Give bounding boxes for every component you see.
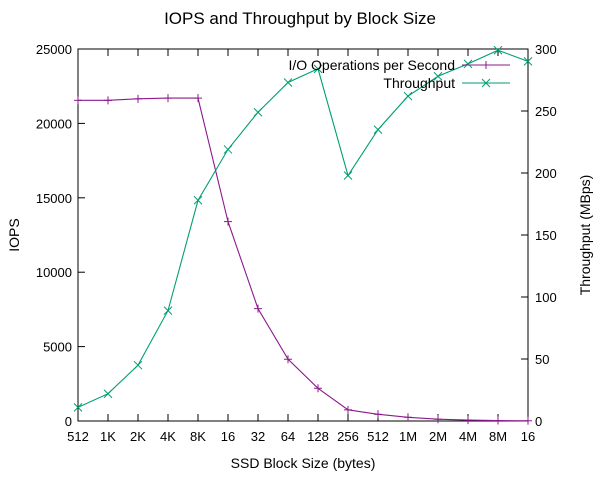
data-point-iops — [164, 94, 172, 103]
y2-axis-ticks: 0 50 100 150 200 250 300 — [521, 42, 557, 429]
data-point-throughput — [523, 57, 533, 66]
data-point-iops — [284, 355, 292, 364]
data-point-iops — [344, 405, 352, 414]
data-point-throughput — [433, 71, 443, 81]
data-point-throughput — [493, 45, 503, 55]
legend-marker — [481, 78, 491, 88]
y2-tick-label: 250 — [535, 104, 557, 119]
x-tick-label: 1M — [399, 429, 417, 444]
data-point-iops — [224, 217, 232, 226]
data-point-iops — [404, 413, 412, 422]
data-point-throughput — [313, 64, 323, 74]
data-point-iops — [104, 96, 112, 105]
y2-tick-label: 200 — [535, 166, 557, 181]
y-tick-label: 15000 — [36, 191, 72, 206]
data-point-iops — [374, 410, 382, 419]
data-point-throughput — [163, 306, 173, 315]
legend: I/O Operations per Second Throughput — [288, 57, 510, 91]
data-point-iops — [494, 416, 502, 425]
plot-frame — [77, 48, 529, 422]
x-tick-label: 16 — [521, 429, 535, 444]
series-layer — [73, 45, 533, 425]
data-point-throughput — [373, 125, 383, 134]
series-line-iops — [78, 97, 529, 422]
x-tick-label: 128 — [307, 429, 329, 444]
data-point-throughput — [193, 195, 203, 205]
x-tick-label: 1K — [100, 429, 116, 444]
data-point-throughput — [403, 91, 413, 101]
y2-tick-label: 50 — [535, 352, 549, 367]
data-point-throughput — [73, 403, 83, 412]
data-point-throughput — [133, 360, 143, 370]
x-tick-label: 16 — [221, 429, 235, 444]
data-point-iops — [134, 94, 142, 103]
data-point-iops — [254, 304, 262, 313]
x-tick-label: 32 — [251, 429, 265, 444]
y-tick-label: 10000 — [36, 265, 72, 280]
data-point-iops — [524, 416, 532, 425]
data-point-throughput — [103, 389, 113, 399]
y-axis-ticks: 0 5000 10000 15000 20000 25000 — [36, 42, 85, 429]
x-tick-label: 512 — [67, 429, 89, 444]
x-tick-label: 4M — [459, 429, 477, 444]
x-tick-label: 512 — [367, 429, 389, 444]
data-point-throughput — [253, 107, 263, 117]
data-point-throughput — [223, 145, 233, 154]
x-tick-label: 8K — [190, 429, 206, 444]
data-point-iops — [464, 416, 472, 425]
y2-tick-label: 300 — [535, 42, 557, 57]
x-tick-label: 256 — [337, 429, 359, 444]
data-point-throughput — [343, 171, 353, 180]
series-line-throughput — [77, 49, 529, 408]
y2-tick-label: 0 — [535, 414, 542, 429]
legend-label: I/O Operations per Second — [288, 57, 455, 73]
data-point-throughput — [283, 78, 293, 87]
x-tick-label: 2M — [429, 429, 447, 444]
x-axis-label: SSD Block Size (bytes) — [231, 455, 376, 471]
x-tick-label: 64 — [281, 429, 295, 444]
data-point-iops — [314, 384, 322, 393]
data-point-iops — [434, 415, 442, 424]
y2-tick-label: 150 — [535, 228, 557, 243]
y-tick-label: 5000 — [43, 340, 72, 355]
chart-title: IOPS and Throughput by Block Size — [164, 9, 436, 28]
y-tick-label: 25000 — [36, 42, 72, 57]
legend-marker — [482, 61, 490, 69]
y2-axis-label: Throughput (MBps) — [577, 175, 593, 296]
y2-tick-label: 100 — [535, 290, 557, 305]
legend-label: Throughput — [383, 75, 455, 91]
data-point-iops — [74, 96, 82, 105]
y-tick-label: 0 — [65, 414, 72, 429]
x-axis-ticks: 512 1K 2K 4K 8K 16 32 64 128 256 512 1M 2M 4M 8M 16 — [67, 49, 535, 444]
x-tick-label: 8M — [489, 429, 507, 444]
x-tick-label: 2K — [130, 429, 146, 444]
y-tick-label: 20000 — [36, 116, 72, 131]
data-point-iops — [194, 94, 202, 103]
x-tick-label: 4K — [160, 429, 176, 444]
data-point-throughput — [463, 59, 473, 69]
y-axis-label: IOPS — [6, 218, 22, 251]
